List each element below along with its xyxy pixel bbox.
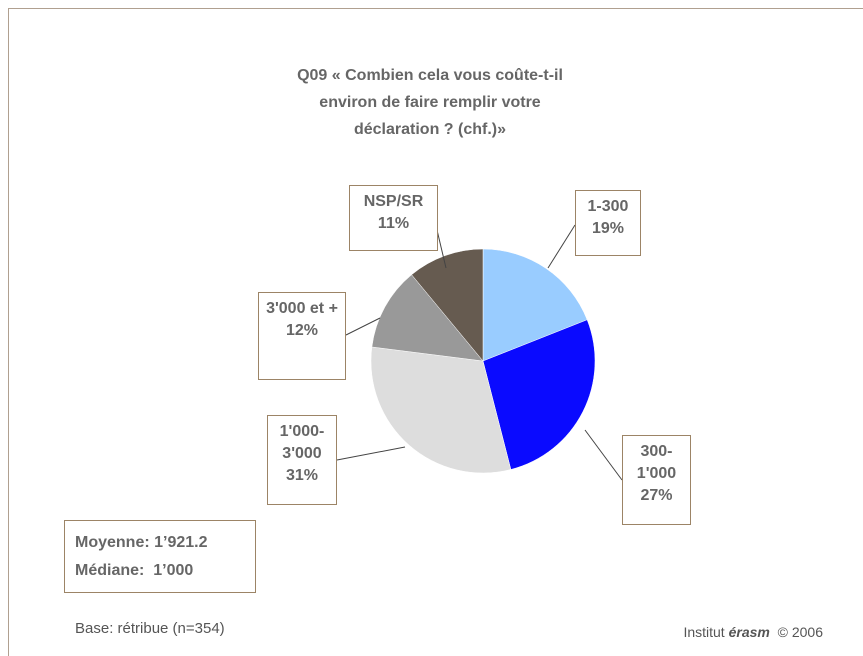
category-label: 1-300 [587, 198, 629, 215]
pie-slice [411, 248, 484, 362]
leader-line [547, 224, 576, 269]
category-label: NSP/SR [363, 193, 424, 210]
frame [8, 8, 863, 656]
slice-label: 3'000 et + 12% [258, 292, 346, 380]
footer-brand: érasm [728, 624, 770, 640]
category-label: 1'000-3'000 [279, 423, 325, 462]
slice-label: 1-300 19% [575, 190, 641, 256]
slice-label: NSP/SR 11% [349, 185, 438, 251]
footer-suffix: © 2006 [777, 624, 823, 640]
value-label: 11% [377, 215, 410, 232]
pie-slice [371, 274, 484, 362]
stat: Moyenne: 1’921.2 [75, 534, 208, 551]
value-label: 19% [591, 220, 625, 237]
category-label: 300-1'000 [636, 443, 677, 482]
footer-prefix: Institut [683, 624, 725, 640]
chart-title: Q09 « Combien cela vous coûte-t-il envir… [297, 67, 563, 138]
leader-line [436, 229, 447, 269]
value-label: 31% [285, 467, 319, 484]
stat: Médiane: 1’000 [75, 562, 194, 579]
slice-label: 300-1'000 27% [622, 435, 691, 525]
footer: Institut érasm © 2006 [683, 624, 823, 640]
value-label: 27% [640, 487, 673, 504]
pie-slice [370, 346, 512, 474]
leader-line [584, 429, 623, 481]
leader-line [336, 446, 406, 461]
leader-line [345, 317, 381, 336]
stats-box: Moyenne: 1’921.2 Médiane: 1’000 [64, 520, 256, 593]
slice-label: 1'000-3'000 31% [267, 415, 337, 505]
category-label: 3'000 et + [266, 300, 338, 317]
note: Base: rétribue (n=354) [75, 620, 225, 637]
pie-slice [482, 248, 588, 362]
value-label: 12% [285, 322, 319, 339]
pie-slice [482, 319, 596, 470]
